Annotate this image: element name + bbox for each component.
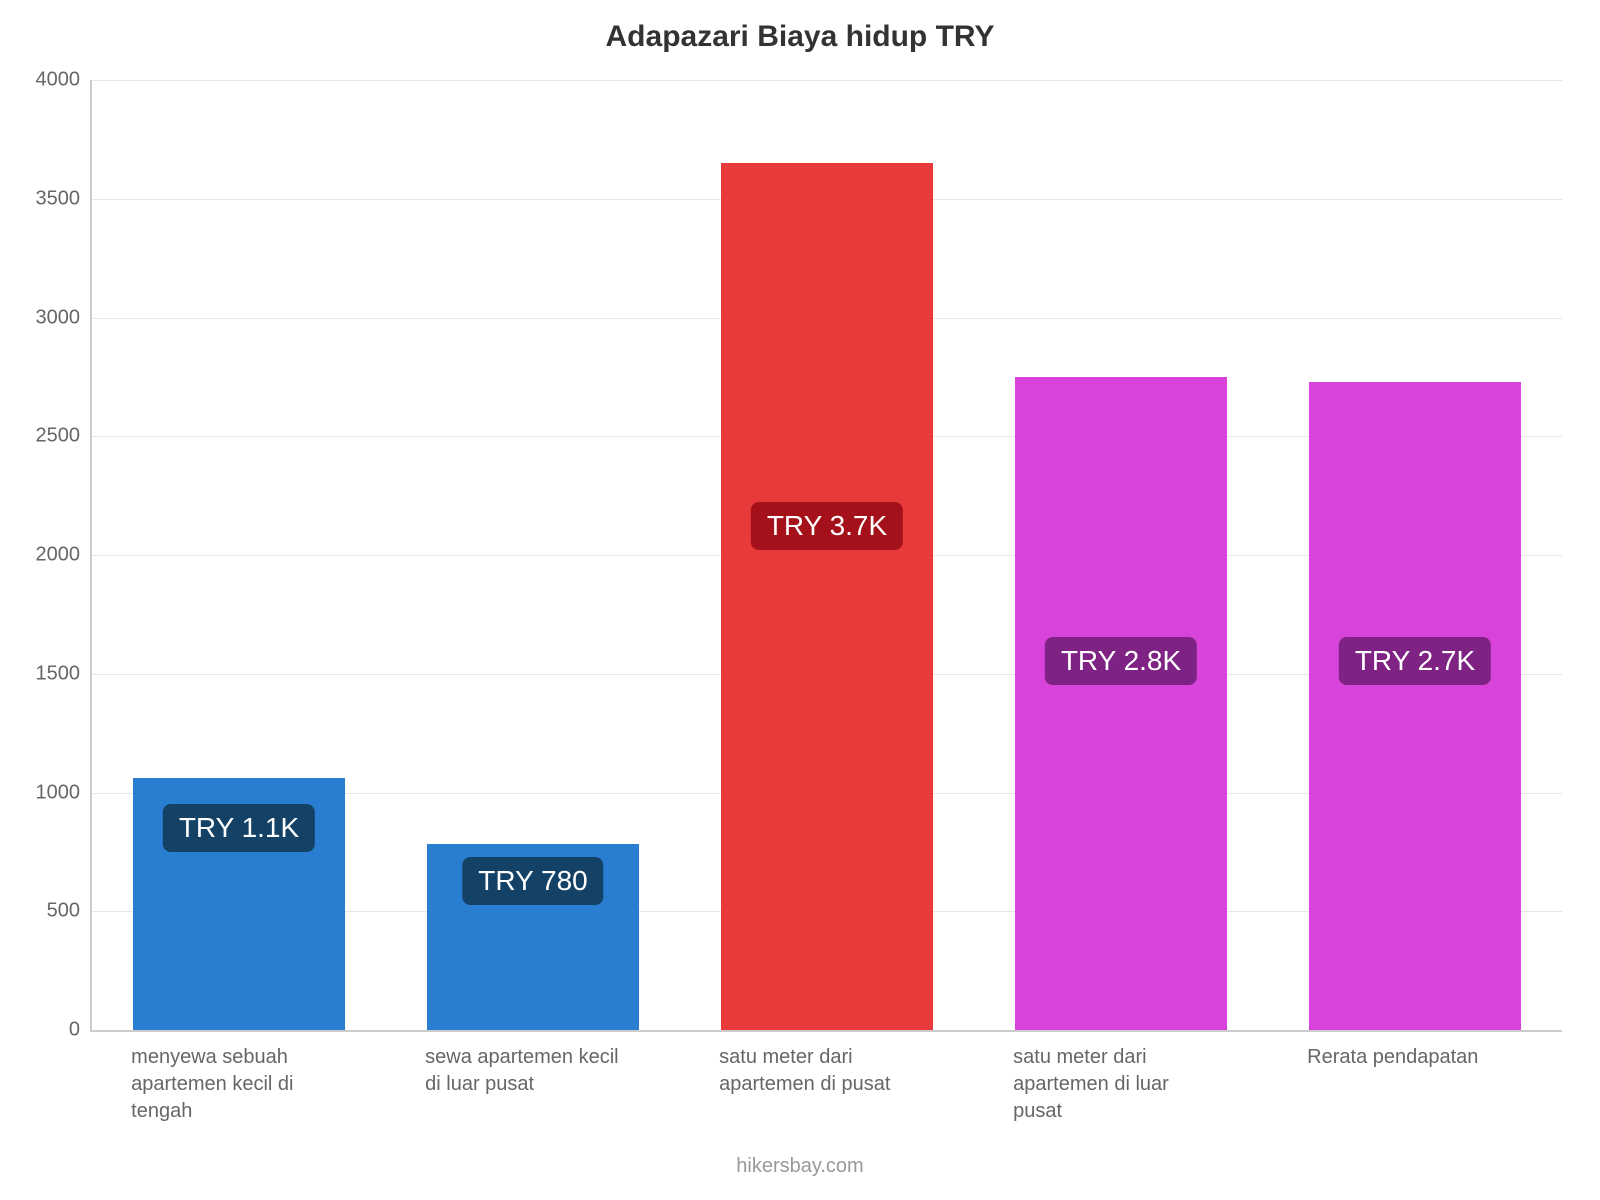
x-category-label: satu meter dari apartemen di pusat xyxy=(719,1044,929,1098)
bar-value-badge: TRY 1.1K xyxy=(163,804,315,852)
y-tick-label: 2000 xyxy=(10,544,80,567)
y-tick-label: 1500 xyxy=(10,662,80,685)
gridline xyxy=(92,80,1562,81)
y-tick-label: 500 xyxy=(10,900,80,923)
bar-value-badge: TRY 2.8K xyxy=(1045,637,1197,685)
bar xyxy=(1015,377,1227,1030)
x-category-label: menyewa sebuah apartemen kecil di tengah xyxy=(131,1044,341,1125)
bar-value-badge: TRY 2.7K xyxy=(1339,637,1491,685)
y-tick-label: 0 xyxy=(10,1019,80,1042)
chart-source-footer: hikersbay.com xyxy=(0,1155,1600,1178)
bar-value-badge: TRY 3.7K xyxy=(751,502,903,550)
y-tick-label: 3000 xyxy=(10,306,80,329)
y-tick-label: 3500 xyxy=(10,187,80,210)
bar xyxy=(1309,382,1521,1030)
chart-title: Adapazari Biaya hidup TRY xyxy=(0,20,1600,54)
x-category-label: satu meter dari apartemen di luar pusat xyxy=(1013,1044,1223,1125)
y-tick-label: 1000 xyxy=(10,781,80,804)
x-category-label: sewa apartemen kecil di luar pusat xyxy=(425,1044,635,1098)
x-category-label: Rerata pendapatan xyxy=(1307,1044,1517,1071)
bar xyxy=(721,163,933,1030)
y-tick-label: 2500 xyxy=(10,425,80,448)
chart-plot-area: TRY 1.1K TRY 780 TRY 3.7K TRY 2.8K TRY 2.7K xyxy=(90,80,1562,1032)
bar-value-badge: TRY 780 xyxy=(462,857,603,905)
y-tick-label: 4000 xyxy=(10,69,80,92)
